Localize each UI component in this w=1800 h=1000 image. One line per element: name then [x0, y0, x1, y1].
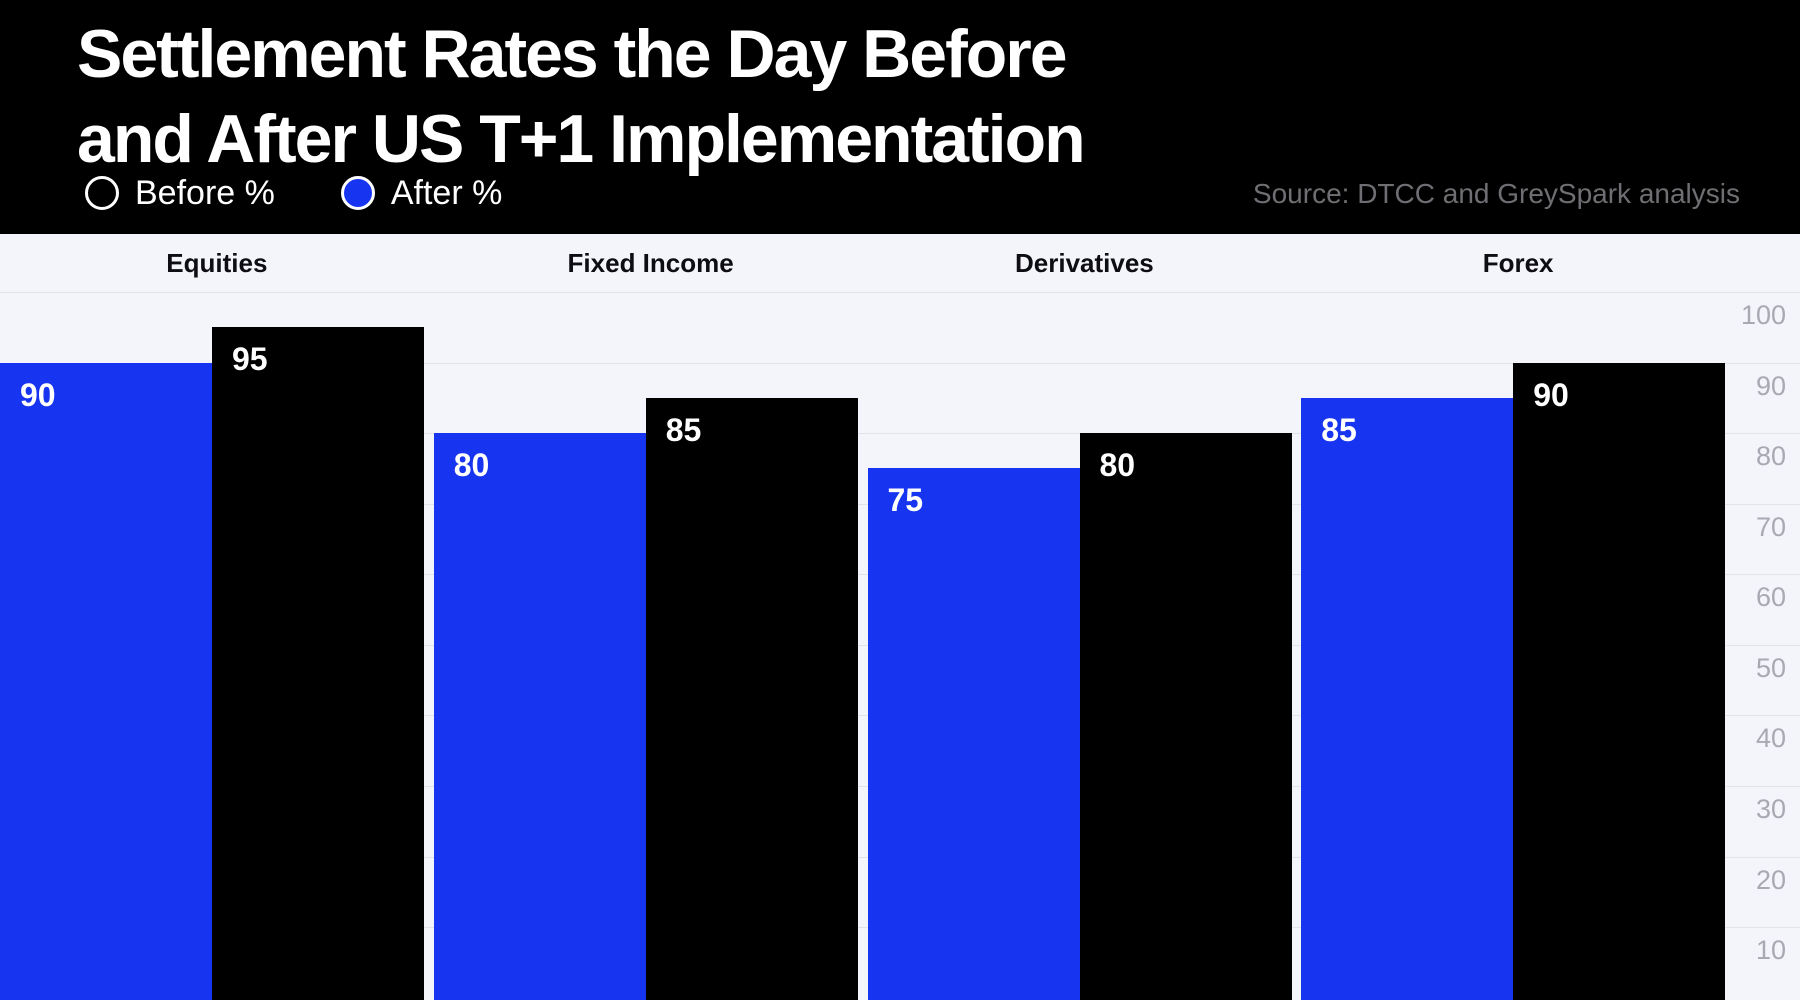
legend-label-after: After %	[390, 173, 503, 212]
gridline-100	[0, 292, 1800, 293]
bar-value-equities-after-: 90	[20, 376, 56, 413]
y-tick-label-80: 80	[1755, 441, 1786, 472]
bar-value-forex-before-: 90	[1533, 376, 1569, 413]
bar-equities-after-: 90	[0, 362, 212, 1000]
bar-forex-before-: 90	[1513, 362, 1726, 1000]
category-label-fixed-income: Fixed Income	[567, 247, 734, 278]
bar-value-equities-before-: 95	[232, 341, 268, 378]
chart-header: Settlement Rates the Day Before and Afte…	[0, 0, 1800, 234]
legend-swatch-before-icon	[85, 176, 119, 210]
bar-fixed-income-after-: 80	[433, 433, 646, 1000]
bar-value-derivatives-before-: 80	[1099, 447, 1136, 484]
chart-title: Settlement Rates the Day Before and Afte…	[77, 12, 1086, 182]
chart-title-line1: Settlement Rates the Day Before	[77, 16, 1068, 92]
legend-label-before: Before %	[135, 173, 275, 212]
bar-value-fixed-income-after-: 80	[453, 447, 490, 484]
category-label-equities: Equities	[166, 247, 268, 278]
y-tick-label-20: 20	[1755, 864, 1786, 895]
bar-fixed-income-before-: 85	[645, 397, 858, 1000]
bar-derivatives-after-: 75	[867, 468, 1080, 1000]
category-label-forex: Forex	[1482, 247, 1554, 278]
y-tick-label-90: 90	[1755, 370, 1786, 401]
y-tick-label-10: 10	[1755, 935, 1786, 966]
y-tick-label-30: 30	[1755, 793, 1786, 824]
bar-value-fixed-income-before-: 85	[665, 411, 702, 448]
bar-equities-before-: 95	[212, 327, 424, 1000]
gridline-90	[0, 362, 1800, 364]
bar-value-derivatives-after-: 75	[887, 482, 924, 519]
bar-derivatives-before-: 80	[1079, 433, 1292, 1000]
y-tick-label-100: 100	[1740, 300, 1786, 330]
legend-item-before: Before %	[85, 174, 275, 213]
category-label-derivatives: Derivatives	[1014, 247, 1154, 278]
y-tick-label-70: 70	[1755, 511, 1786, 542]
chart-legend: Before % After %	[85, 174, 502, 212]
y-tick-label-50: 50	[1755, 652, 1786, 683]
bar-value-forex-after-: 85	[1321, 411, 1357, 448]
source-note: Source: DTCC and GreySpark analysis	[1252, 178, 1740, 209]
y-tick-label-60: 60	[1755, 582, 1786, 613]
legend-swatch-after-icon	[340, 176, 375, 210]
bar-forex-after-: 85	[1301, 397, 1514, 1000]
chart-title-line2: and After US T+1 Implementation	[77, 101, 1086, 177]
y-tick-label-40: 40	[1755, 723, 1786, 754]
legend-item-after: After %	[340, 173, 503, 213]
gridline-80	[0, 433, 1800, 435]
